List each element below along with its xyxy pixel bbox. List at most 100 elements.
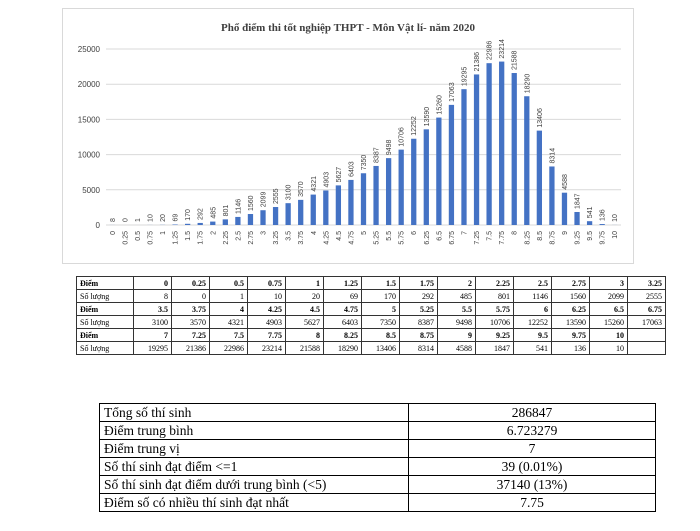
x-tick-label: 4.5 [336,231,343,241]
data-label: 22986 [487,41,494,61]
bar [561,192,568,225]
count-cell: 15260 [589,315,628,329]
score-cell: 0.25 [171,276,210,290]
bar [549,166,555,225]
data-label: 8314 [549,148,556,164]
x-tick-label: 8.75 [549,231,556,245]
score-cell: 3.5 [133,302,172,316]
y-tick-label: 25000 [78,45,101,54]
data-label: 18290 [524,74,531,94]
score-cell: 1 [285,276,324,290]
count-cell: 7350 [361,315,400,329]
x-tick-label: 9.75 [600,231,607,245]
bar [298,199,304,225]
score-cell: 7.5 [209,328,248,342]
count-cell: 2099 [589,289,628,303]
row-header-score: Điểm [76,328,134,342]
data-label: 2099 [261,192,268,208]
x-tick-label: 4 [311,231,318,235]
stat-label: Số thí sinh đạt điểm dưới trung bình (<5… [99,475,409,494]
bar [423,129,429,225]
x-tick-label: 6.25 [424,231,431,245]
x-tick-label: 2.75 [248,231,255,245]
bar [272,207,279,225]
bar [335,185,342,225]
count-cell: 13406 [361,341,400,355]
count-cell: 4903 [247,315,286,329]
data-label: 136 [600,209,607,221]
data-label: 1560 [248,195,255,211]
x-tick-label: 1 [160,231,167,235]
x-tick-label: 7.5 [487,231,494,241]
score-cell: 1.5 [361,276,400,290]
count-cell: 10706 [475,315,514,329]
data-label: 8387 [374,147,381,163]
row-header-count: Số lượng [76,315,134,329]
data-label: 1847 [575,193,582,209]
score-cell: 4.5 [285,302,324,316]
bar [222,219,228,225]
data-label: 10706 [399,127,406,147]
bar [536,130,542,225]
x-tick-label: 7 [461,231,468,235]
bar [574,211,580,225]
bar [398,149,404,225]
count-cell: 13590 [551,315,590,329]
bar [247,214,254,225]
bar [486,63,492,225]
x-tick-label: 10 [612,231,619,239]
stat-label: Số thí sinh đạt điểm <=1 [99,457,409,476]
x-tick-label: 3 [261,231,268,235]
y-tick-label: 20000 [78,80,101,89]
bar [310,194,316,225]
x-tick-label: 4.25 [323,231,330,245]
bar [360,173,367,225]
data-label: 1146 [235,199,242,214]
score-cell: 5.75 [475,302,514,316]
x-tick-label: 5.5 [386,231,393,241]
stat-row: Số thí sinh đạt điểm dưới trung bình (<5… [99,475,656,494]
bar [586,221,593,225]
count-cell: 5627 [285,315,324,329]
score-cell: 8.5 [361,328,400,342]
data-label: 20 [160,214,167,222]
x-tick-label: 2.25 [223,231,230,245]
data-label: 13590 [424,107,431,127]
bar [511,73,517,225]
bar [461,89,467,225]
score-cell: 6.25 [551,302,590,316]
x-tick-label: 5.75 [399,231,406,245]
count-cell: 6403 [323,315,362,329]
x-tick-label: 0.5 [135,231,142,241]
data-label: 541 [587,206,594,218]
score-cell: 7 [133,328,172,342]
score-cell: 1.75 [399,276,438,290]
bar [473,74,480,225]
bar [411,138,417,225]
score-cell: 7.75 [247,328,286,342]
x-tick-label: 1.5 [185,231,192,241]
bar [285,203,291,225]
score-cell: 0.75 [247,276,286,290]
stat-row: Điểm số có nhiều thí sinh đạt nhất 7.75 [99,493,656,512]
count-cell: 69 [323,289,362,303]
bar [235,216,241,225]
data-label: 19295 [461,67,468,87]
data-label: 23214 [499,39,506,59]
count-cell: 3570 [171,315,210,329]
count-cell: 136 [551,341,590,355]
data-label: 485 [210,207,217,219]
stat-row: Tổng số thí sinh 286847 [99,403,656,422]
y-tick-label: 15000 [78,115,101,124]
count-cell: 1560 [551,289,590,303]
bar [348,179,354,225]
chart-title: Phổ điểm thi tốt nghiệp THPT - Môn Vật l… [221,22,475,34]
count-cell: 4321 [209,315,248,329]
data-label: 10 [612,214,619,222]
score-cell: 0.5 [209,276,248,290]
data-label: 4903 [323,172,330,188]
bar [385,158,392,225]
count-cell: 0 [171,289,210,303]
score-cell: 4.25 [247,302,286,316]
bar [499,61,505,225]
